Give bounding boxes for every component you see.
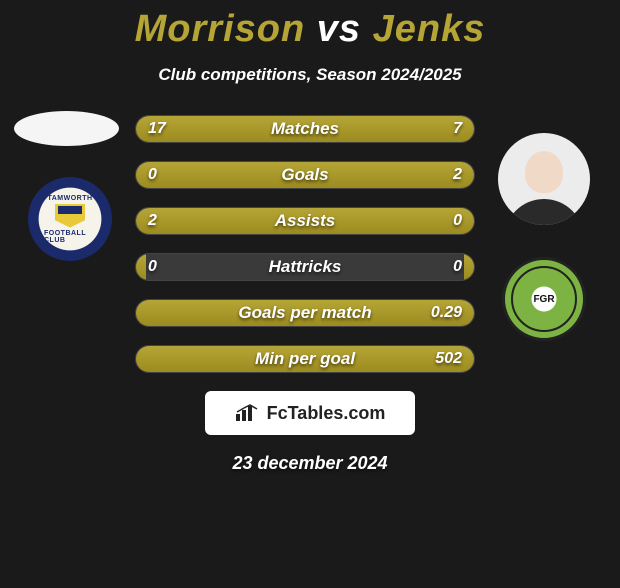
stat-label: Goals per match (136, 300, 474, 326)
subtitle: Club competitions, Season 2024/2025 (0, 65, 620, 85)
stat-bars: 177Matches 02Goals 20Assists 00Hattricks 0.2… (135, 115, 475, 373)
title-vs: vs (317, 8, 361, 50)
shield-icon (55, 204, 85, 228)
club-left-name-top: TAMWORTH (47, 195, 92, 202)
player-left-avatar (14, 111, 119, 146)
chart-icon (235, 404, 261, 422)
title-right: Jenks (373, 8, 486, 50)
page-title: Morrison vs Jenks (0, 8, 620, 51)
stat-row: 20Assists (135, 207, 475, 235)
stat-row: 00Hattricks (135, 253, 475, 281)
title-left: Morrison (135, 8, 306, 50)
club-right-badge: FGR (502, 257, 586, 341)
stat-label: Min per goal (136, 346, 474, 372)
stat-label: Hattricks (136, 254, 474, 280)
stat-row: 502Min per goal (135, 345, 475, 373)
stat-label: Matches (136, 116, 474, 142)
brand-text: FcTables.com (267, 403, 386, 424)
stat-label: Goals (136, 162, 474, 188)
club-left-name-bottom: FOOTBALL CLUB (44, 230, 96, 244)
stat-row: 02Goals (135, 161, 475, 189)
stat-label: Assists (136, 208, 474, 234)
date-text: 23 december 2024 (0, 453, 620, 474)
stat-row: 177Matches (135, 115, 475, 143)
comparison-panel: TAMWORTH FOOTBALL CLUB FGR 177Matches 02G… (0, 115, 620, 373)
stat-row: 0.29Goals per match (135, 299, 475, 327)
brand-badge: FcTables.com (205, 391, 415, 435)
club-left-badge: TAMWORTH FOOTBALL CLUB (28, 177, 112, 261)
club-right-abbr: FGR (533, 294, 554, 305)
player-right-avatar (498, 133, 590, 225)
